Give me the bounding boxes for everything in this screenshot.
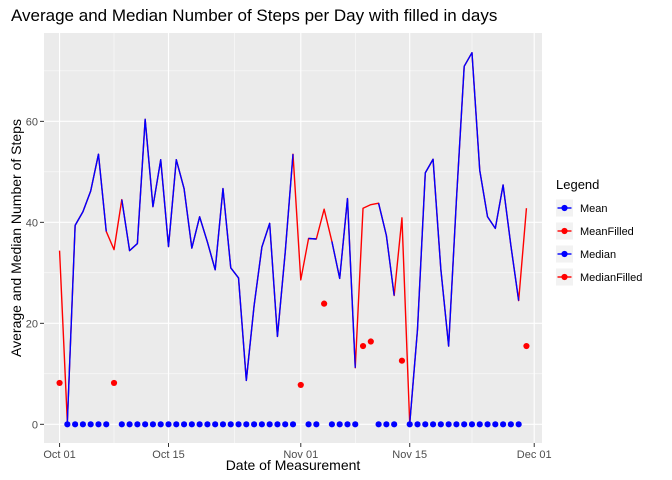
median-point [118,421,125,428]
legend-key-point [561,204,568,212]
median-point [204,421,211,428]
legend: Legend Mean MeanFilled Median MedianFilled [556,177,642,286]
medianfilled-point [523,342,530,350]
median-point [468,421,476,428]
mean-line [66,153,107,423]
median-point [305,421,312,428]
mean-line [331,197,356,368]
x-tick-label: Dec 01 [517,449,552,461]
median-point [212,421,219,428]
median-point [274,421,281,428]
median-point [484,421,491,428]
medianfilled-point [56,379,63,387]
median-point [227,421,234,428]
median-point [180,421,188,428]
median-point [219,421,227,428]
grid-minor [44,33,542,443]
median-point [383,421,390,428]
x-axis: Oct 01 Oct 15 Nov 01 Nov 15 Dec 01 [43,443,552,461]
median-point [157,421,164,428]
chart-title: Average and Median Number of Steps per D… [11,6,497,25]
x-tick-label: Oct 01 [43,449,75,461]
y-tick-label: 20 [26,318,38,330]
medianfilled-point [367,338,374,345]
median-point [476,421,483,428]
series-layer [56,51,530,428]
median-point [126,421,133,428]
median-point [142,421,149,428]
median-point [289,421,297,428]
median-point [173,421,180,428]
median-point [375,421,382,428]
legend-key-point [561,227,568,235]
legend-label: Median [580,249,616,261]
mean-line [409,51,520,424]
y-tick-label: 0 [32,419,38,431]
median-point [103,421,110,428]
median-point [87,421,94,428]
median-point [453,421,460,428]
plot-panel [44,33,542,443]
median-point [344,421,351,428]
median-point [445,421,452,428]
median-point [461,421,468,428]
mean-line [308,237,317,240]
median-point [391,421,398,428]
legend-label: Mean [580,203,608,215]
legend-item-meanfilled: MeanFilled [556,222,634,240]
legend-item-median: Median [556,245,616,263]
median-point [188,421,195,428]
median-point [507,421,514,428]
median-point [95,421,102,428]
median-point [64,421,71,428]
median-point [243,421,250,428]
median-point [134,421,141,428]
legend-label: MeanFilled [580,226,634,238]
median-point [79,421,87,428]
median-point [165,421,172,428]
legend-item-mean: Mean [556,199,608,217]
median-point [149,421,157,428]
median-point [336,421,343,428]
x-tick-label: Nov 15 [392,449,427,461]
y-axis: 0 20 40 60 [26,116,44,431]
median-point [499,421,507,428]
medianfilled-point [297,381,304,389]
median-point [328,421,336,428]
median-point [258,421,265,428]
mean-line [121,118,294,382]
median-point [515,421,522,428]
median-point [406,421,413,428]
median-point [492,421,499,428]
median-point [414,421,421,428]
y-tick-label: 60 [26,116,38,128]
medianfilled-point [359,342,367,350]
median-point [250,421,258,428]
legend-label: MedianFilled [580,272,642,284]
median-point [313,421,320,428]
y-tick-label: 40 [26,217,38,229]
median-point [235,421,242,428]
x-tick-label: Oct 15 [152,449,184,461]
median-point [422,421,429,428]
median-point [72,421,79,428]
median-point [429,421,437,428]
median-point [282,421,289,428]
legend-key-point [561,250,568,258]
medianfilled-point [321,300,328,307]
y-axis-title: Average and Median Number of Steps [8,119,24,357]
median-point [437,421,444,428]
x-tick-label: Nov 01 [283,449,318,461]
medianfilled-point [398,357,406,364]
x-axis-title: Date of Measurement [226,457,361,473]
legend-item-medianfilled: MedianFilled [556,268,642,286]
median-point [266,421,273,428]
legend-title: Legend [556,177,599,192]
medianfilled-point [110,379,118,387]
median-point [196,421,203,428]
mean-line [377,202,395,296]
median-point [352,421,359,428]
legend-key-point [561,273,568,281]
